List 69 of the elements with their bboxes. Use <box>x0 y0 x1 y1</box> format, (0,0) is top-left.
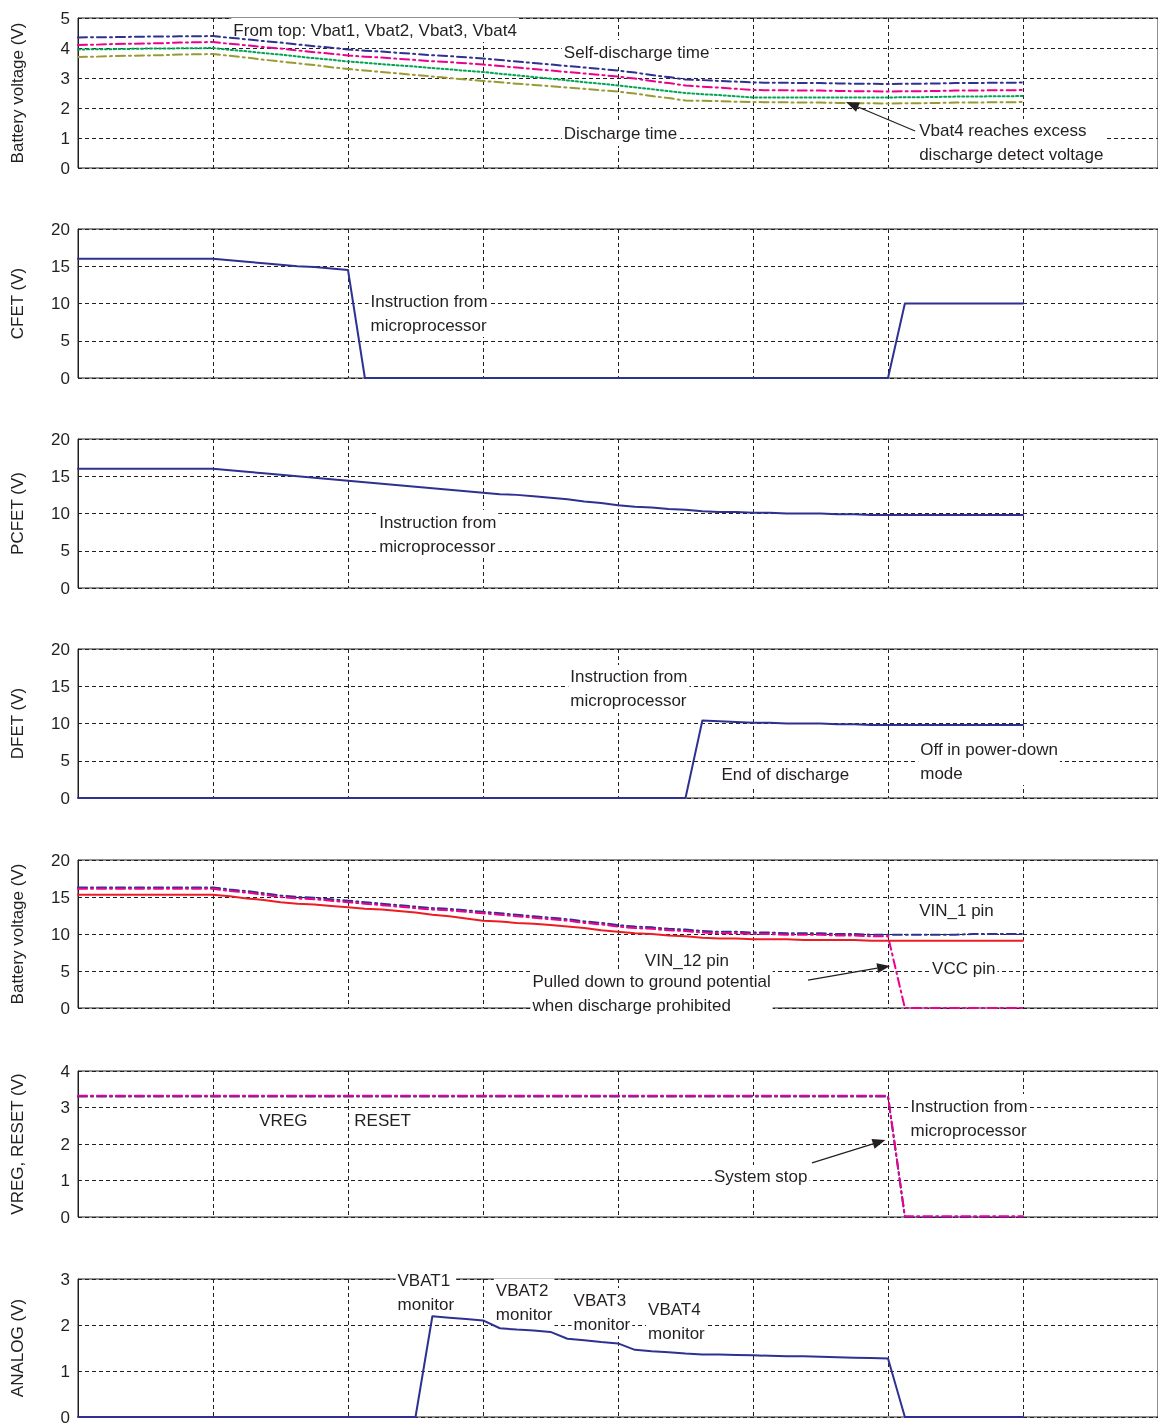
y-tick-label: 15 <box>51 466 70 486</box>
y-tick-label: 4 <box>60 1061 70 1081</box>
y-axis-title: VREG, RESET (V) <box>8 1073 27 1215</box>
y-tick-label: 3 <box>60 1269 70 1289</box>
y-tick-label: 20 <box>51 429 70 449</box>
y-tick-label: 0 <box>60 998 70 1018</box>
annotation: Pulled down to ground potential when discharge prohibited <box>531 972 771 1016</box>
y-tick-label: 5 <box>60 961 70 981</box>
y-axis-title: PCFET (V) <box>8 472 27 555</box>
annotation: End of discharge <box>721 764 850 784</box>
y-tick-label: 0 <box>60 1407 70 1427</box>
y-tick-label: 5 <box>60 8 70 28</box>
y-tick-label: 20 <box>51 639 70 659</box>
y-tick-label: 1 <box>60 1171 70 1190</box>
y-tick-label: 4 <box>60 38 70 58</box>
y-tick-label: 10 <box>51 294 70 313</box>
y-tick-label: 15 <box>51 887 70 907</box>
y-tick-label: 3 <box>60 68 70 88</box>
annotation: Vbat4 reaches excess discharge detect voltage <box>919 121 1104 165</box>
annotation: VBAT3 monitor <box>573 1290 631 1334</box>
line-series <box>77 41 1024 93</box>
y-tick-label: 2 <box>60 98 70 118</box>
y-tick-label: 10 <box>51 714 70 733</box>
y-axis-title: ANALOG (V) <box>8 1298 27 1398</box>
y-tick-label: 15 <box>51 676 70 696</box>
annotation: Instruction from microprocessor <box>379 512 497 556</box>
y-axis-title: DFET (V) <box>8 687 27 760</box>
annotation: Instruction from microprocessor <box>910 1096 1028 1140</box>
y-axis-title: Battery voltage (V) <box>8 22 27 164</box>
y-tick-label: 0 <box>60 578 70 598</box>
y-tick-label: 5 <box>60 751 70 771</box>
y-tick-label: 5 <box>60 331 70 351</box>
y-tick-label: 15 <box>51 256 70 276</box>
annotation: VIN_1 pin <box>919 900 994 920</box>
line-series <box>77 886 1024 936</box>
line-series <box>77 467 1024 516</box>
y-tick-label: 20 <box>51 219 70 239</box>
annotation: Self-discharge time <box>563 42 710 62</box>
line-series <box>77 47 1024 99</box>
y-tick-label: 2 <box>60 1315 70 1335</box>
annotation: VIN_12 pin <box>644 951 729 971</box>
y-tick-label: 0 <box>60 368 70 388</box>
annotation: VCC pin <box>932 958 996 978</box>
y-tick-label: 0 <box>60 158 70 178</box>
y-tick-label: 10 <box>51 924 70 944</box>
annotation: Instruction from microprocessor <box>570 667 688 711</box>
y-tick-label: 2 <box>60 1134 70 1154</box>
annotation: RESET <box>354 1111 412 1131</box>
y-tick-label: 1 <box>60 128 70 148</box>
annotation: VREG <box>259 1111 308 1131</box>
y-axis-title: CFET (V) <box>8 267 27 340</box>
y-tick-label: 0 <box>60 1207 70 1227</box>
annotation: VBAT1 monitor <box>397 1271 455 1315</box>
annotation: Discharge time <box>563 124 678 144</box>
y-tick-label: 5 <box>60 541 70 561</box>
y-tick-label: 1 <box>60 1361 70 1381</box>
y-tick-label: 20 <box>51 850 70 870</box>
annotation: VBAT4 monitor <box>648 1300 706 1344</box>
annotation: Off in power-down mode <box>920 739 1058 783</box>
y-tick-label: 0 <box>60 788 70 808</box>
annotation: System stop <box>713 1167 808 1187</box>
annotation: Instruction from microprocessor <box>370 291 488 335</box>
line-series <box>77 893 1024 942</box>
y-tick-label: 10 <box>51 504 70 523</box>
annotation: From top: Vbat1, Vbat2, Vbat3, Vbat4 <box>233 20 517 40</box>
y-axis-title: Battery voltage (V) <box>8 863 27 1005</box>
line-series <box>77 257 1024 379</box>
y-tick-label: 3 <box>60 1098 70 1117</box>
annotation: VBAT2 monitor <box>495 1280 553 1324</box>
